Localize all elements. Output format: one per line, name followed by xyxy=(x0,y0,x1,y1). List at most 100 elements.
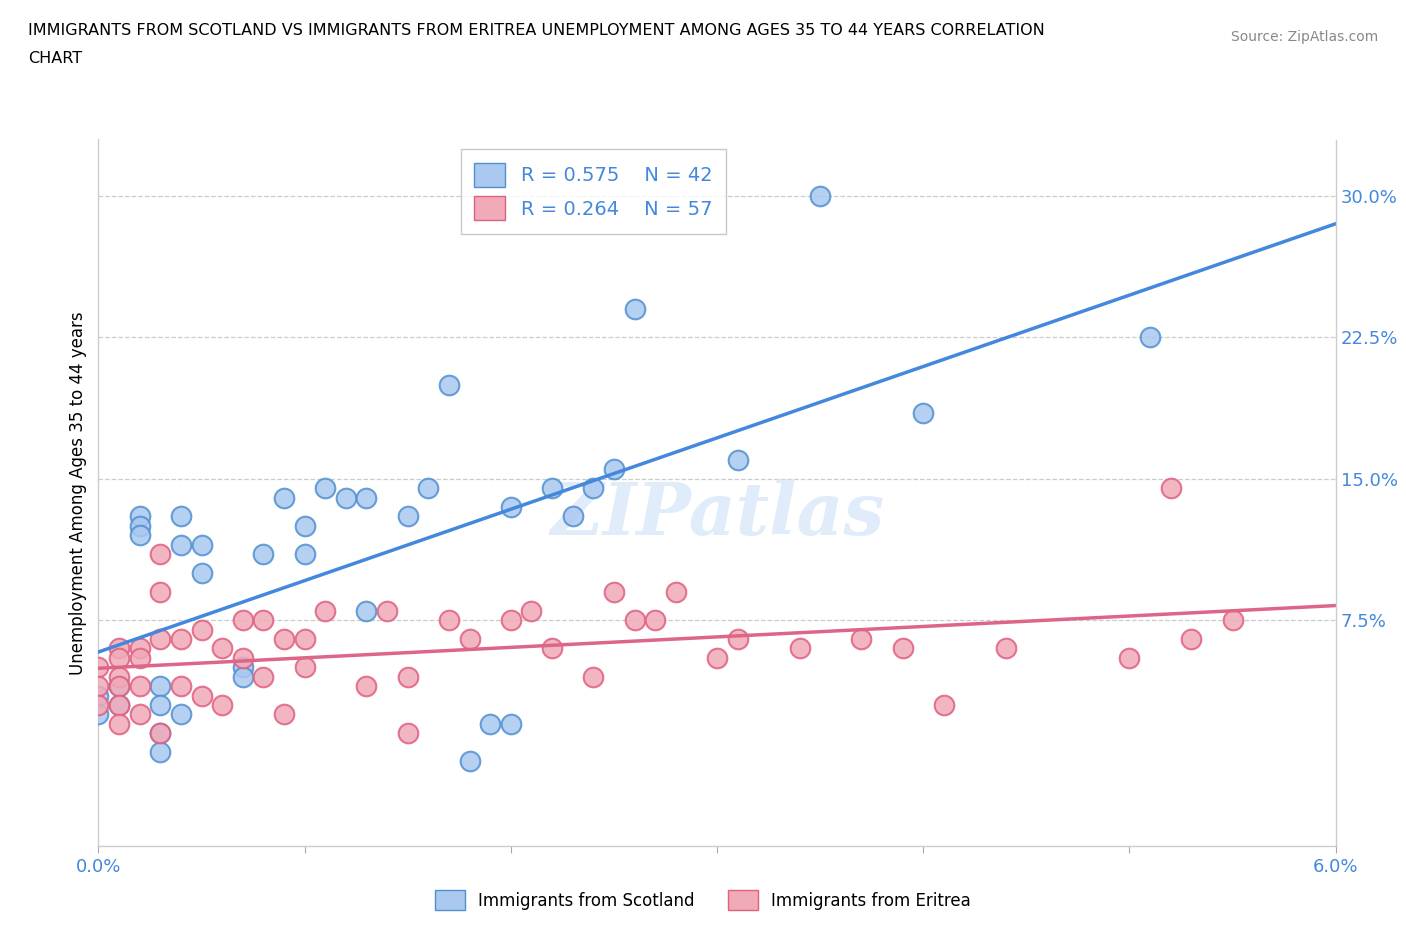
Point xyxy=(108,650,131,665)
Point xyxy=(437,377,460,392)
Point xyxy=(396,509,419,524)
Point xyxy=(335,490,357,505)
Point xyxy=(108,641,131,656)
Point xyxy=(1180,631,1202,646)
Point xyxy=(520,604,543,618)
Point xyxy=(891,641,914,656)
Point xyxy=(108,716,131,731)
Point xyxy=(789,641,811,656)
Point xyxy=(541,641,564,656)
Point xyxy=(128,518,150,533)
Point xyxy=(1139,330,1161,345)
Point xyxy=(128,650,150,665)
Point xyxy=(149,725,172,740)
Point xyxy=(252,547,274,562)
Point xyxy=(356,604,378,618)
Point xyxy=(170,679,193,694)
Point xyxy=(232,613,254,628)
Point xyxy=(603,584,626,599)
Point xyxy=(149,679,172,694)
Point xyxy=(396,670,419,684)
Point xyxy=(108,670,131,684)
Point xyxy=(190,538,212,552)
Point xyxy=(87,679,110,694)
Point xyxy=(232,650,254,665)
Point xyxy=(232,659,254,674)
Point xyxy=(108,698,131,712)
Point xyxy=(87,688,110,703)
Point xyxy=(273,490,295,505)
Point xyxy=(665,584,688,599)
Point xyxy=(851,631,873,646)
Point xyxy=(87,698,110,712)
Point xyxy=(170,707,193,722)
Point xyxy=(499,499,522,514)
Point xyxy=(499,716,522,731)
Point xyxy=(1160,481,1182,496)
Point xyxy=(87,707,110,722)
Point xyxy=(294,518,316,533)
Point xyxy=(418,481,440,496)
Point xyxy=(1118,650,1140,665)
Point xyxy=(170,509,193,524)
Point xyxy=(128,509,150,524)
Point xyxy=(1222,613,1244,628)
Point xyxy=(808,189,831,204)
Point xyxy=(252,670,274,684)
Y-axis label: Unemployment Among Ages 35 to 44 years: Unemployment Among Ages 35 to 44 years xyxy=(69,312,87,674)
Legend: Immigrants from Scotland, Immigrants from Eritrea: Immigrants from Scotland, Immigrants fro… xyxy=(429,884,977,917)
Text: Source: ZipAtlas.com: Source: ZipAtlas.com xyxy=(1230,30,1378,44)
Point xyxy=(479,716,502,731)
Point xyxy=(149,698,172,712)
Point xyxy=(128,707,150,722)
Point xyxy=(603,462,626,477)
Point xyxy=(499,613,522,628)
Point xyxy=(932,698,955,712)
Point xyxy=(912,405,935,420)
Point xyxy=(128,679,150,694)
Point xyxy=(458,754,481,769)
Point xyxy=(190,565,212,580)
Point xyxy=(211,698,233,712)
Point xyxy=(623,301,645,316)
Point xyxy=(232,670,254,684)
Point xyxy=(149,547,172,562)
Point xyxy=(128,528,150,543)
Point xyxy=(294,659,316,674)
Text: ZIPatlas: ZIPatlas xyxy=(550,479,884,550)
Point xyxy=(190,688,212,703)
Point xyxy=(190,622,212,637)
Point xyxy=(396,725,419,740)
Point xyxy=(294,547,316,562)
Point xyxy=(994,641,1017,656)
Point xyxy=(149,584,172,599)
Point xyxy=(375,604,398,618)
Point xyxy=(644,613,666,628)
Point xyxy=(108,679,131,694)
Point xyxy=(149,745,172,760)
Point xyxy=(541,481,564,496)
Point xyxy=(273,707,295,722)
Point xyxy=(706,650,728,665)
Point xyxy=(727,631,749,646)
Point xyxy=(582,670,605,684)
Text: CHART: CHART xyxy=(28,51,82,66)
Point xyxy=(356,679,378,694)
Point xyxy=(314,481,336,496)
Point xyxy=(128,641,150,656)
Point xyxy=(149,725,172,740)
Legend: R = 0.575    N = 42, R = 0.264    N = 57: R = 0.575 N = 42, R = 0.264 N = 57 xyxy=(461,149,725,233)
Point xyxy=(561,509,583,524)
Point xyxy=(170,538,193,552)
Point xyxy=(273,631,295,646)
Point xyxy=(252,613,274,628)
Point xyxy=(87,659,110,674)
Point xyxy=(623,613,645,628)
Point xyxy=(211,641,233,656)
Point xyxy=(294,631,316,646)
Point xyxy=(314,604,336,618)
Point xyxy=(458,631,481,646)
Point xyxy=(149,631,172,646)
Point xyxy=(437,613,460,628)
Point xyxy=(108,679,131,694)
